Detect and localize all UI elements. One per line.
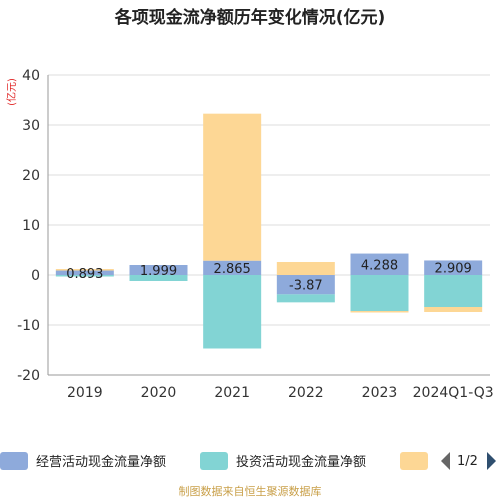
bar-series3-2024Q1-Q3[interactable] (424, 307, 483, 312)
y-tick-label: 40 (22, 68, 40, 84)
data-label: 2.865 (214, 262, 251, 277)
bar-series1-2024Q1-Q3[interactable] (424, 260, 483, 275)
chart-title: 各项现金流净额历年变化情况(亿元) (114, 7, 386, 28)
bar-series1-2023[interactable] (350, 253, 409, 275)
data-label: 1.999 (140, 264, 177, 279)
legend-next-icon[interactable] (487, 452, 496, 470)
y-axis-ticks: -20 -10 0 10 20 30 40 (17, 68, 40, 384)
x-tick-label: 2024Q1-Q3 (413, 385, 494, 401)
legend-swatch-2[interactable] (200, 452, 228, 470)
bar-series2-2021[interactable] (203, 275, 262, 349)
y-tick-label: 30 (22, 118, 40, 134)
bar-series3-2019[interactable] (55, 269, 114, 271)
x-tick-label: 2023 (362, 385, 398, 401)
legend-label-2[interactable]: 投资活动现金流量净额 (236, 454, 366, 470)
bar-series1-2020[interactable] (129, 265, 188, 275)
x-tick-label: 2022 (288, 385, 324, 401)
bar-series1-2021[interactable] (203, 260, 262, 275)
grid-lines (47, 74, 490, 376)
y-tick-label: -20 (17, 368, 40, 384)
x-tick-label: 2021 (214, 385, 250, 401)
legend-swatch-3[interactable] (400, 452, 428, 470)
bar-series (55, 113, 483, 349)
y-tick-label: 0 (31, 268, 40, 284)
source-note: 制图数据来自恒生聚源数据库 (179, 484, 322, 498)
bar-series3-2021[interactable] (203, 113, 262, 261)
x-tick-label: 2019 (67, 385, 103, 401)
data-label: 2.909 (435, 262, 472, 277)
bar-series3-2022[interactable] (276, 262, 335, 275)
legend-page-indicator: 1/2 (457, 454, 478, 469)
legend: 经营活动现金流量净额 投资活动现金流量净额 (0, 452, 428, 470)
x-axis-ticks: 2019 2020 2021 2022 2023 2024Q1-Q3 (48, 374, 494, 401)
legend-swatch-1[interactable] (0, 452, 28, 470)
x-tick-label: 2020 (141, 385, 177, 401)
bar-series1-2019[interactable] (55, 270, 114, 275)
bar-series2-2020[interactable] (129, 275, 188, 281)
bar-series1-2022[interactable] (276, 275, 335, 295)
data-label: 0.893 (66, 267, 103, 282)
data-labels: 0.893 1.999 2.865 -3.87 4.288 2.909 (66, 258, 472, 293)
legend-prev-icon[interactable] (441, 452, 450, 470)
bar-series3-2023[interactable] (350, 311, 409, 313)
data-label: 4.288 (361, 258, 398, 273)
bar-series2-2024Q1-Q3[interactable] (424, 275, 483, 307)
bar-series2-2023[interactable] (350, 275, 409, 311)
y-axis-unit: (亿元) (5, 78, 18, 106)
y-tick-label: 10 (22, 218, 40, 234)
bar-series2-2022[interactable] (276, 294, 335, 303)
y-tick-label: 20 (22, 168, 40, 184)
y-tick-label: -10 (17, 318, 40, 334)
legend-label-1[interactable]: 经营活动现金流量净额 (36, 454, 166, 470)
data-label: -3.87 (289, 279, 323, 294)
bar-series2-2019[interactable] (55, 275, 114, 277)
